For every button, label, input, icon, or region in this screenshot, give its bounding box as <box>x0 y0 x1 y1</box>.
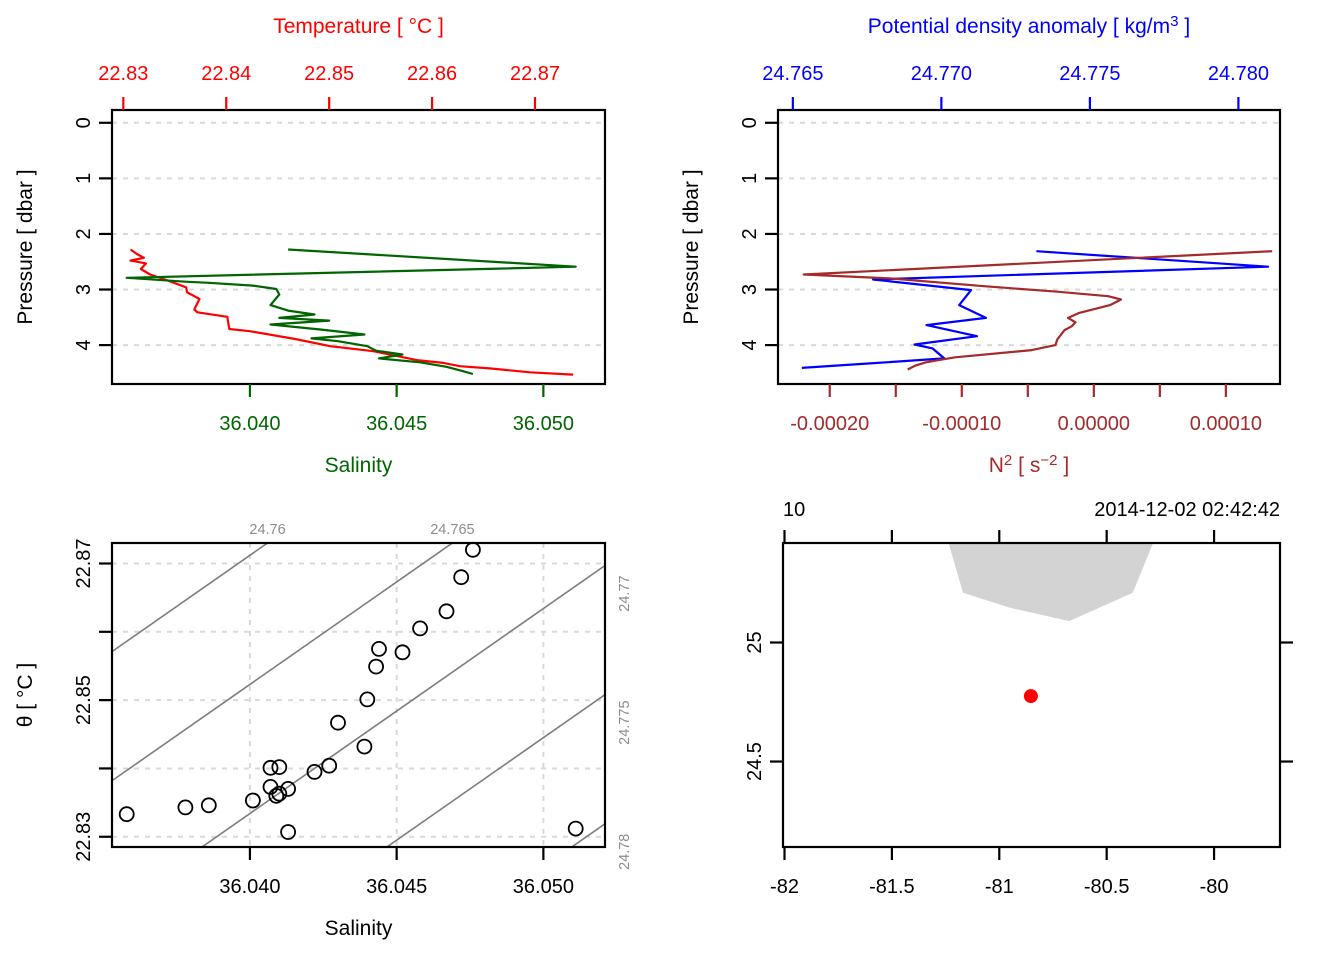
ts-point <box>118 806 135 823</box>
profile_density_N2-panel: 0 1 2 3 4 Pressure [ dbar ] 24.765 24.770 24.775… <box>680 13 1282 477</box>
station-dot <box>1023 689 1038 704</box>
datetime-label: 2014-12-02 02:42:42 <box>1094 499 1280 521</box>
ts-point <box>177 799 194 816</box>
y-tick-label: 1 <box>739 173 761 184</box>
y-axis-title: θ [ °C ] <box>14 663 37 727</box>
N2-curve <box>802 250 1273 371</box>
isopycnal-label: 24.775 <box>617 700 633 744</box>
y-tick-label: 22.85 <box>73 675 95 725</box>
x-tick-label: 24.770 <box>911 63 972 85</box>
lat-tick-label: 25 <box>744 631 766 653</box>
y-tick-label: 0 <box>739 117 761 128</box>
lon-tick-label: -81.5 <box>869 876 915 898</box>
x-tick-label: -0.00020 <box>790 413 869 435</box>
x-tick-label: 0.00010 <box>1190 413 1262 435</box>
x-axis-title: N2 [ s−2 ] <box>989 452 1070 477</box>
y-tick-label: 4 <box>73 340 95 351</box>
plot-box <box>781 541 1282 849</box>
y-axis-title: Pressure [ dbar ] <box>14 169 37 324</box>
ts-point <box>244 792 261 809</box>
ts-point <box>438 603 455 620</box>
ts-point <box>567 820 584 837</box>
y-tick-label: 2 <box>73 228 95 239</box>
isopycnal-24.775 <box>385 694 605 847</box>
plot-box <box>110 108 607 386</box>
y-axis-title: Pressure [ dbar ] <box>680 169 703 324</box>
x-tick-label: 24.775 <box>1059 63 1120 85</box>
x-tick-label: -0.00010 <box>922 413 1001 435</box>
x-tick-label: 36.040 <box>219 413 280 435</box>
ts-point <box>464 541 481 558</box>
land-polygon <box>948 543 1154 622</box>
ts-point <box>271 759 288 775</box>
ts-point <box>368 658 385 675</box>
ts-point <box>262 779 279 795</box>
isopycnal-24.77 <box>200 564 605 847</box>
x-axis-title: Salinity <box>325 454 393 477</box>
y-tick-label: 0 <box>73 117 95 128</box>
station_map-panel: -82 -81.5 -81 -80.5 -80 25 24.5 <box>744 530 1293 898</box>
ts-point <box>371 641 387 657</box>
x-tick-label: 22.87 <box>510 63 560 85</box>
lon-tick-label: -80 <box>1200 876 1229 898</box>
x-tick-label: 36.045 <box>366 413 427 435</box>
x-tick-label: 36.050 <box>513 876 574 898</box>
ts-point <box>359 691 376 708</box>
TS_diagram-panel: 24.76 24.765 24.77 24.775 24.78 22.83 22.85 22.… <box>14 522 633 940</box>
lat-tick-label: 24.5 <box>744 742 766 781</box>
x-tick-label: 36.050 <box>513 413 574 435</box>
ts-point <box>280 781 297 797</box>
ts-point <box>306 764 323 780</box>
ts-point <box>330 714 346 731</box>
isopycnal-24.765 <box>112 543 454 782</box>
lon-tick-label: -81 <box>985 876 1014 898</box>
ts-point <box>200 797 217 814</box>
salinity-curve <box>125 248 577 376</box>
map-corner-labels: 10 2014-12-02 02:42:42 <box>783 499 1280 522</box>
ts-point <box>394 644 411 661</box>
plot-box <box>110 541 607 849</box>
x-tick-label: 36.040 <box>219 876 280 898</box>
x-tick-label: 0.00000 <box>1058 413 1130 435</box>
ts-point <box>412 620 429 637</box>
y-tick-label: 22.83 <box>73 812 95 862</box>
station-number-label: 10 <box>783 499 806 521</box>
isopycnal-label: 24.78 <box>617 834 633 870</box>
x-axis-title: Temperature [ °C ] <box>273 15 444 38</box>
isopycnal-label: 24.77 <box>617 575 633 611</box>
x-axis-title: Salinity <box>325 917 393 940</box>
x-tick-label: 22.85 <box>304 63 354 85</box>
x-tick-label: 36.045 <box>366 876 427 898</box>
ts-point <box>321 757 338 774</box>
x-tick-label: 22.83 <box>98 63 148 85</box>
x-tick-label: 22.86 <box>407 63 457 85</box>
lon-tick-label: -80.5 <box>1084 876 1130 898</box>
plot-box <box>776 108 1282 386</box>
x-tick-label: 24.765 <box>762 63 823 85</box>
isopycnal-24.76 <box>112 543 269 653</box>
y-tick-label: 2 <box>739 228 761 239</box>
temperature-curve <box>129 248 574 376</box>
profile_temperature_salinity-panel: 0 1 2 3 4 Pressure [ dbar ] 22.83 22.84 22.85 22.… <box>14 15 607 477</box>
x-tick-label: 24.780 <box>1208 63 1269 85</box>
lon-tick-label: -82 <box>770 876 799 898</box>
ts-point <box>453 569 470 586</box>
x-tick-label: 22.84 <box>201 63 251 85</box>
isopycnal-label: 24.765 <box>430 522 474 538</box>
y-tick-label: 4 <box>739 340 761 351</box>
ts-point <box>268 787 285 804</box>
isopycnal-label: 24.76 <box>249 522 285 538</box>
y-tick-label: 22.87 <box>73 538 95 588</box>
ts-point <box>280 824 297 840</box>
ts-point <box>262 759 279 776</box>
y-tick-label: 3 <box>739 284 761 295</box>
y-tick-label: 1 <box>73 173 95 184</box>
x-axis-title: Potential density anomaly [ kg/m3 ] <box>868 13 1190 38</box>
ts-point <box>356 738 373 755</box>
y-tick-label: 3 <box>73 284 95 295</box>
